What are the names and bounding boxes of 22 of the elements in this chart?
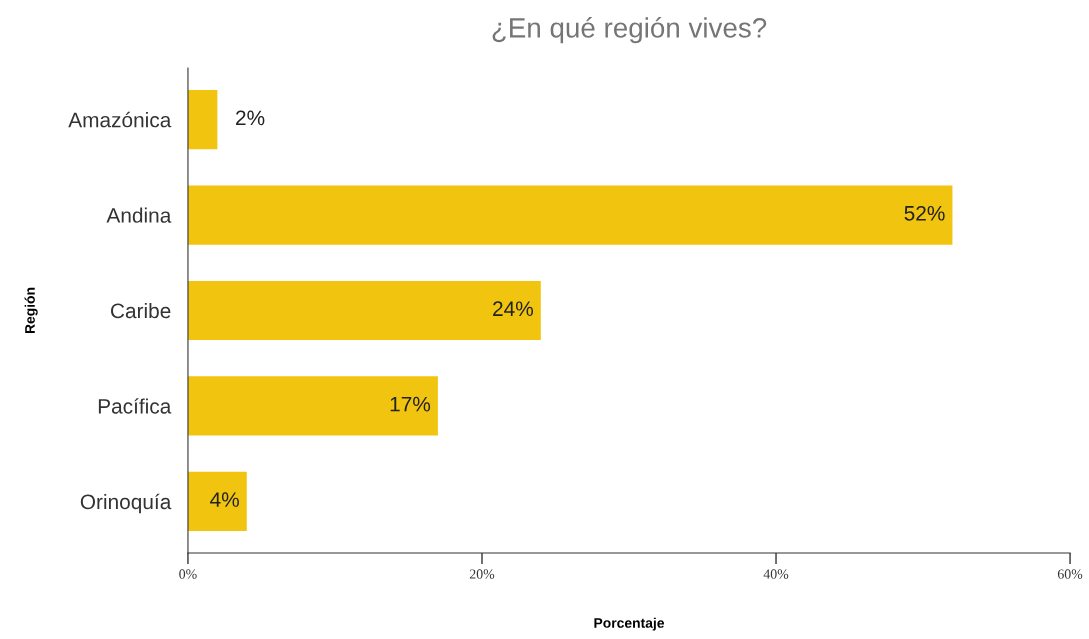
x-tick-label: 60% [1057, 569, 1083, 579]
bar [187, 376, 438, 436]
x-tick-label: 0% [179, 569, 197, 579]
x-axis-title: Porcentaje [594, 617, 665, 631]
y-tick-label: Andina [106, 207, 172, 223]
y-axis-title: Región [24, 287, 38, 334]
y-tick-label: Amazónica [68, 111, 172, 128]
bar [187, 90, 218, 150]
x-tick-label: 40% [763, 569, 789, 579]
data-label: 17% [390, 396, 431, 412]
bar [187, 280, 541, 341]
chart-title: ¿En qué región vives? [492, 16, 767, 44]
y-tick-label: Pacífica [98, 398, 172, 414]
x-tick-label: 20% [469, 569, 495, 579]
data-label: 4% [210, 492, 239, 507]
bar [187, 471, 247, 531]
y-tick-label: Caribe [110, 302, 171, 319]
y-tick-label: Orinoquía [80, 493, 172, 514]
data-label: 52% [904, 205, 945, 221]
bar [187, 185, 953, 245]
data-label: 24% [493, 301, 533, 316]
data-label: 2% [236, 110, 265, 126]
